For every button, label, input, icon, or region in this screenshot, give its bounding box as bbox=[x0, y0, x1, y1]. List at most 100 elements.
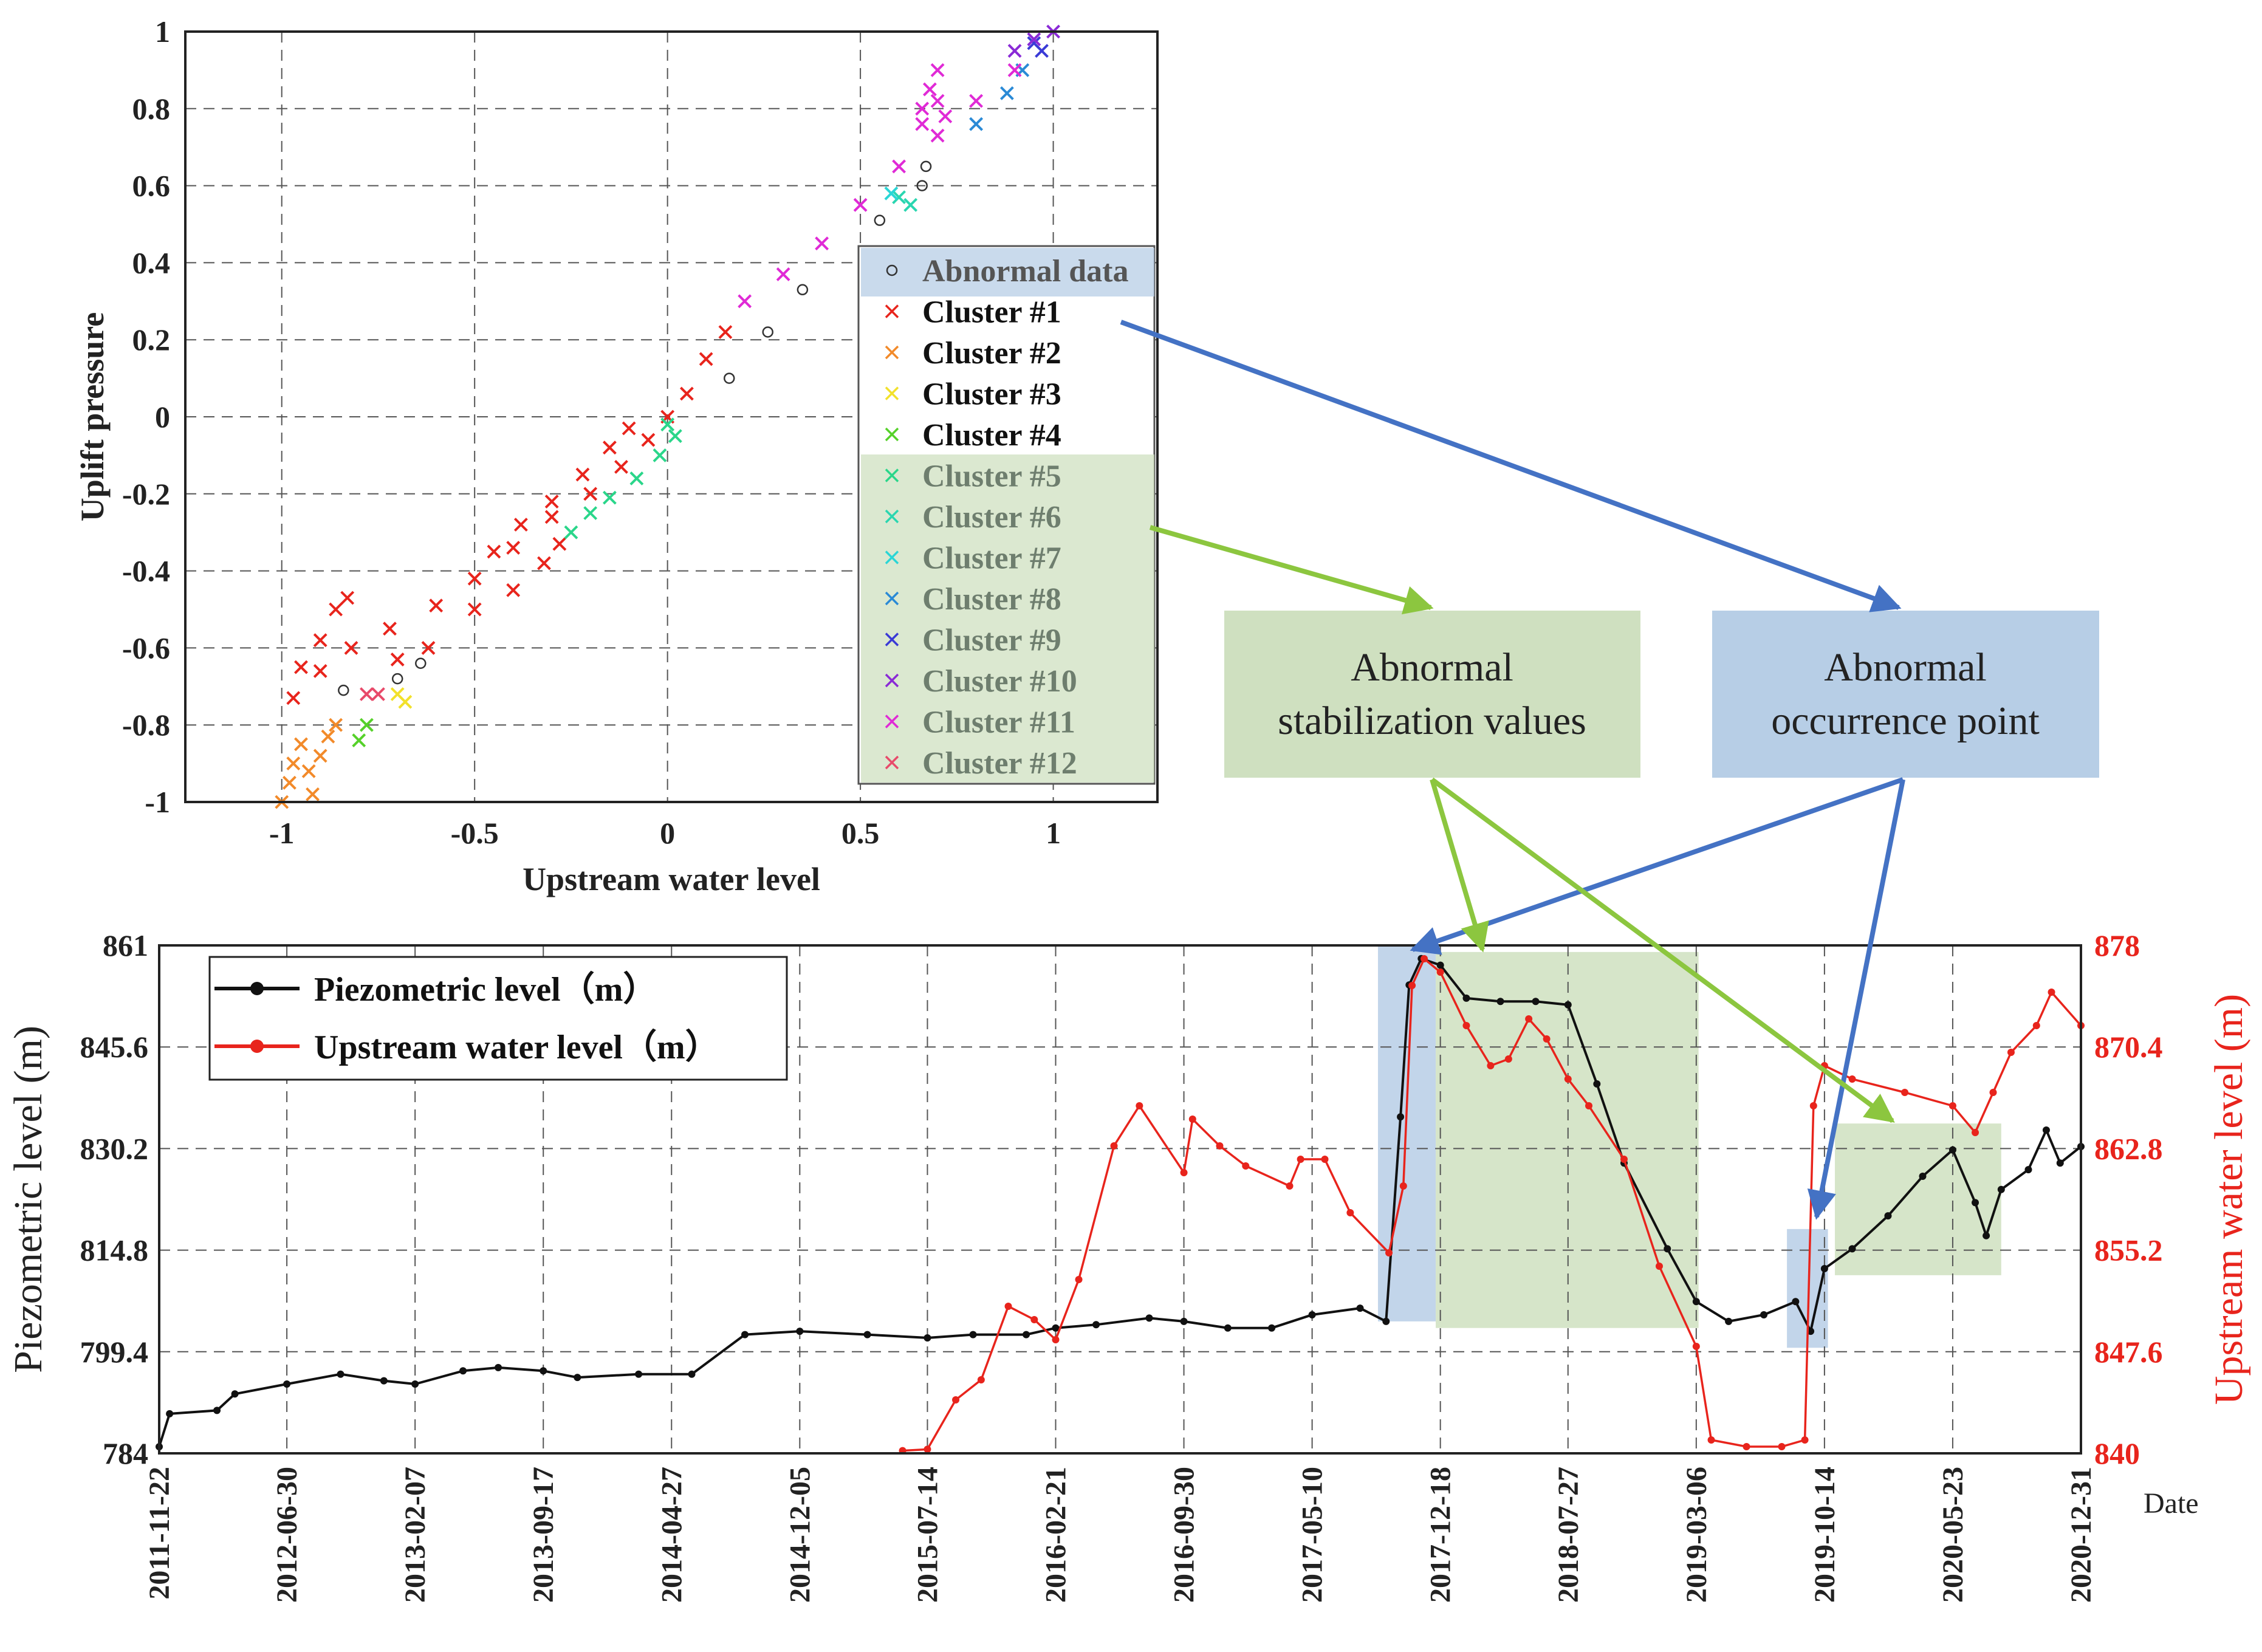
cluster-point bbox=[301, 764, 316, 778]
legend-entry-label: Cluster #4 bbox=[922, 418, 1061, 453]
right-y-tick-label: 870.4 bbox=[2094, 1030, 2163, 1064]
legend-marker-cluster bbox=[885, 468, 899, 482]
cluster-point bbox=[359, 718, 374, 732]
upstream-level-line bbox=[902, 957, 2082, 1452]
left-y-tick-label: 784 bbox=[103, 1436, 148, 1470]
cluster-point bbox=[286, 756, 301, 771]
piezometric-level-point bbox=[1760, 1311, 1768, 1318]
cluster-point bbox=[922, 82, 937, 97]
cluster-point bbox=[575, 467, 590, 482]
legend-marker-cluster bbox=[885, 304, 899, 318]
date-tick-label: 2017-12-18 bbox=[1425, 1467, 1457, 1603]
piezometric-level-point bbox=[1564, 1001, 1572, 1009]
legend-upstream-marker bbox=[250, 1040, 264, 1053]
cluster-point bbox=[1035, 44, 1049, 58]
cluster-point bbox=[653, 448, 667, 462]
legend-entry-label: Cluster #8 bbox=[922, 582, 1061, 617]
piezometric-level-point bbox=[924, 1334, 931, 1342]
cluster-point bbox=[513, 518, 528, 532]
left-y-tick-label: 799.4 bbox=[80, 1335, 149, 1369]
piezometric-level-point bbox=[1436, 961, 1444, 969]
scatter-y-tick-label: -1 bbox=[145, 785, 170, 819]
legend-entry-label: Cluster #5 bbox=[922, 459, 1061, 494]
piezometric-level-point bbox=[1382, 1317, 1390, 1325]
cluster-point bbox=[371, 687, 385, 701]
abnormal-data-point bbox=[762, 326, 773, 338]
upstream-level-point bbox=[1385, 1249, 1393, 1256]
legend-marker-abnormal bbox=[886, 264, 898, 276]
legend-piezometric-label: Piezometric level（m） bbox=[314, 970, 657, 1009]
upstream-level-point bbox=[1809, 1102, 1817, 1109]
cluster-point bbox=[352, 733, 366, 747]
piezometric-level-point bbox=[1397, 1113, 1405, 1121]
upstream-level-point bbox=[1462, 1022, 1470, 1029]
legend-entry-label: Cluster #12 bbox=[922, 746, 1077, 781]
legend-marker-cluster bbox=[885, 632, 899, 646]
annotation-arrows bbox=[1120, 320, 1905, 1220]
legend-marker-cluster bbox=[885, 427, 899, 442]
scatter-x-tick-label: 0.5 bbox=[841, 816, 880, 850]
upstream-level-point bbox=[1216, 1142, 1224, 1150]
scatter-y-tick-label: -0.2 bbox=[122, 477, 170, 511]
upstream-level-point bbox=[1436, 968, 1444, 976]
cluster-point bbox=[930, 94, 945, 108]
scatter-plot-frame bbox=[184, 30, 1159, 803]
cluster-point bbox=[938, 109, 953, 123]
cluster-point bbox=[313, 633, 327, 648]
scatter-y-tick-label: -0.6 bbox=[122, 631, 170, 665]
upstream-level-point bbox=[1408, 982, 1416, 989]
scatter-y-tick-label: 0.2 bbox=[132, 323, 171, 357]
upstream-level-point bbox=[1707, 1436, 1715, 1444]
upstream-level-point bbox=[1543, 1035, 1551, 1043]
cluster-point bbox=[506, 541, 521, 555]
cluster-point bbox=[329, 602, 343, 617]
cluster-point bbox=[383, 622, 397, 636]
piezometric-level-point bbox=[1052, 1324, 1060, 1332]
upstream-level-point bbox=[1778, 1443, 1786, 1450]
upstream-level-point bbox=[1585, 1102, 1592, 1109]
legend-entry-label: Cluster #6 bbox=[922, 500, 1061, 535]
scatter-y-tick-label: 0.6 bbox=[132, 169, 171, 203]
piezometric-level-point bbox=[969, 1331, 977, 1338]
right-y-tick-label: 855.2 bbox=[2094, 1233, 2163, 1267]
cluster-point bbox=[544, 510, 559, 524]
piezometric-level-point bbox=[166, 1410, 174, 1417]
upstream-level-point bbox=[2032, 1022, 2040, 1029]
upstream-level-point bbox=[1004, 1303, 1012, 1310]
cluster-point bbox=[340, 591, 355, 605]
upstream-level-point bbox=[1525, 1015, 1533, 1023]
cluster-point bbox=[313, 749, 327, 763]
cluster-point bbox=[602, 490, 617, 505]
piezometric-level-point bbox=[1792, 1298, 1800, 1306]
piezometric-level-point bbox=[635, 1370, 643, 1378]
legend-entry-label: Cluster #1 bbox=[922, 295, 1061, 330]
scatter-x-tick-label: -0.5 bbox=[451, 816, 499, 850]
legend-piezometric-marker bbox=[250, 982, 264, 995]
piezometric-level-point bbox=[1224, 1324, 1232, 1332]
upstream-level-point bbox=[1346, 1209, 1354, 1216]
date-tick-label: 2013-02-07 bbox=[399, 1467, 431, 1603]
cluster-point bbox=[969, 117, 984, 131]
piezometric-level-point bbox=[1180, 1317, 1188, 1325]
piezometric-level-point bbox=[688, 1370, 696, 1378]
upstream-level-point bbox=[1136, 1102, 1143, 1109]
upstream-level-point bbox=[1692, 1343, 1700, 1350]
cluster-point bbox=[1027, 32, 1041, 47]
upstream-level-point bbox=[1901, 1089, 1909, 1096]
cluster-point bbox=[915, 117, 930, 131]
occurrence-text-line1: Abnormal bbox=[1824, 645, 1987, 690]
date-tick-label: 2018-07-27 bbox=[1552, 1467, 1585, 1603]
date-tick-label: 2014-04-27 bbox=[656, 1467, 688, 1603]
cluster-point bbox=[969, 94, 984, 108]
date-tick-label: 2020-05-23 bbox=[1937, 1467, 1969, 1603]
cluster-point bbox=[668, 429, 682, 444]
date-tick-label: 2016-09-30 bbox=[1168, 1467, 1201, 1603]
upstream-level-point bbox=[1564, 1075, 1572, 1083]
upstream-level-point bbox=[924, 1445, 931, 1453]
cluster-point bbox=[738, 294, 752, 309]
date-tick-label: 2011-11-22 bbox=[143, 1467, 176, 1600]
cluster-point bbox=[321, 729, 335, 744]
scatter-y-tick-label: -0.8 bbox=[122, 708, 170, 742]
piezometric-level-point bbox=[2042, 1126, 2050, 1134]
arrow-legend-to-occurrence bbox=[1120, 320, 1902, 612]
